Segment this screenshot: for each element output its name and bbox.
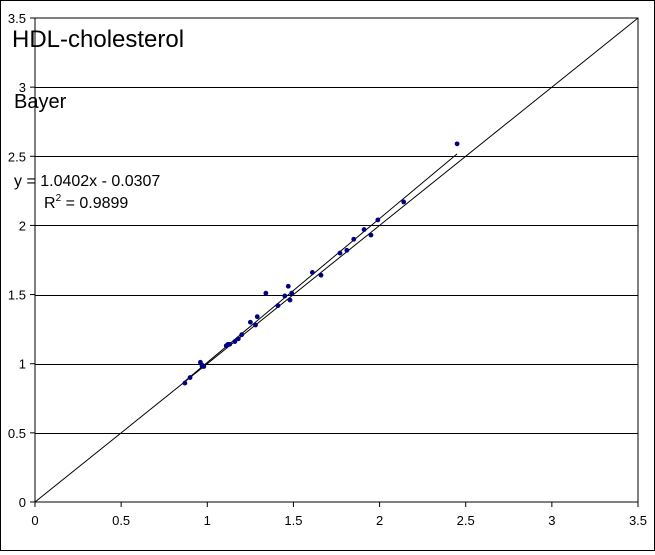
- data-point-0-20: [289, 290, 295, 296]
- data-points: [182, 141, 460, 386]
- data-point-0-5: [201, 364, 207, 369]
- data-point-0-25: [351, 236, 357, 242]
- y-tick-label-1: 0.5: [8, 426, 26, 441]
- data-point-0-14: [254, 314, 260, 320]
- x-tick-label-3: 1.5: [284, 513, 302, 528]
- data-point-0-23: [337, 250, 343, 256]
- data-point-0-21: [309, 270, 315, 275]
- data-point-0-10: [235, 336, 241, 342]
- y-axis-ticks: 0 0.5 1 1.5 2 2.5 3 3.5: [8, 11, 35, 510]
- identity-line: [34, 17, 639, 503]
- data-point-0-29: [401, 199, 407, 205]
- y-tick-label-2: 1: [19, 357, 26, 372]
- x-tick-label-4: 2: [376, 513, 383, 528]
- data-point-0-12: [247, 319, 253, 325]
- x-tick-label-6: 3: [548, 513, 555, 528]
- r-squared-r: R: [44, 195, 56, 212]
- y-tick-label-7: 3.5: [8, 11, 26, 26]
- data-point-0-17: [282, 293, 288, 299]
- y-tick-label-5: 2.5: [8, 149, 26, 164]
- data-point-0-11: [239, 332, 245, 338]
- gridlines: [35, 87, 638, 434]
- data-point-0-27: [368, 232, 374, 238]
- data-point-0-30: [454, 141, 460, 147]
- y-tick-label-6: 3: [19, 80, 26, 95]
- data-point-0-22: [318, 272, 324, 278]
- y-tick-label-0: 0: [19, 495, 26, 510]
- data-point-0-18: [285, 283, 291, 289]
- chart-title: HDL-cholesterol: [12, 26, 184, 53]
- x-axis-ticks: 0 0.5 1 1.5 2 2.5 3 3.5: [31, 502, 647, 528]
- data-point-0-0: [182, 380, 188, 386]
- data-point-0-1: [187, 375, 193, 380]
- plot-area-border: [34, 17, 639, 503]
- y-tick-label-4: 2: [19, 218, 26, 233]
- data-point-0-24: [344, 247, 350, 253]
- x-tick-label-1: 0.5: [112, 513, 130, 528]
- trendline-equation: y = 1.0402x - 0.0307: [14, 173, 160, 190]
- data-point-0-15: [263, 290, 269, 296]
- x-tick-label-7: 3.5: [629, 513, 647, 528]
- x-tick-label-0: 0: [31, 513, 38, 528]
- data-point-0-13: [253, 322, 258, 328]
- data-point-0-26: [361, 227, 367, 232]
- y-tick-label-3: 1.5: [8, 288, 26, 303]
- reference-lines: [34, 17, 639, 503]
- data-point-0-28: [375, 217, 381, 223]
- r-squared-value: = 0.9899: [61, 195, 128, 212]
- r-squared-exponent: 2: [56, 193, 62, 204]
- x-tick-label-5: 2.5: [457, 513, 475, 528]
- data-point-0-16: [275, 303, 281, 309]
- data-point-0-8: [227, 341, 233, 347]
- r-squared-label: R2 = 0.9899: [44, 193, 128, 212]
- data-point-0-9: [232, 339, 238, 344]
- data-point-0-19: [287, 297, 293, 303]
- x-tick-label-2: 1: [204, 513, 211, 528]
- chart-subtitle: Bayer: [14, 91, 67, 113]
